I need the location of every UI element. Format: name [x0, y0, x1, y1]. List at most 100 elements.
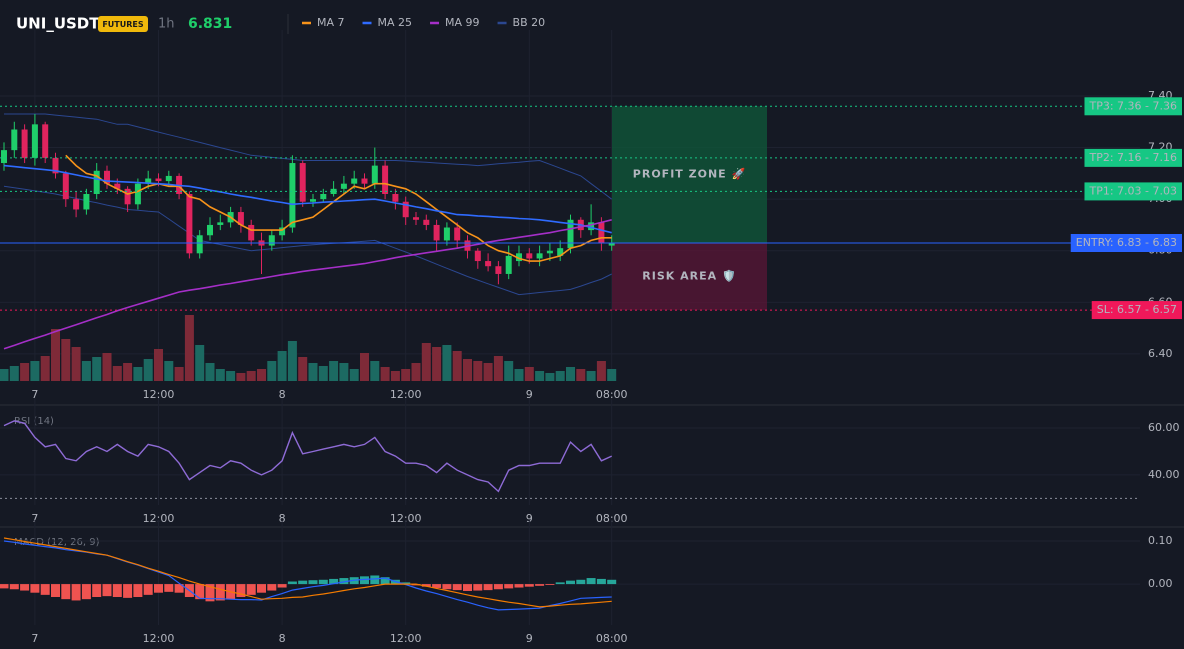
- candle-body: [454, 227, 461, 241]
- histogram-bar: [535, 584, 545, 586]
- histogram-bar: [421, 584, 431, 587]
- histogram-bar: [133, 584, 143, 598]
- symbol: UNI_USDT: [16, 15, 100, 33]
- x-tick-label: 9: [526, 512, 533, 525]
- volume-bar: [236, 373, 246, 381]
- candle-body: [289, 163, 296, 228]
- histogram-bar: [20, 584, 30, 591]
- candle-body: [145, 178, 152, 184]
- candle-body: [598, 222, 605, 244]
- candle-body: [31, 124, 38, 158]
- level-label: TP1: 7.03 - 7.03: [1088, 184, 1177, 197]
- candle-body: [402, 201, 409, 218]
- histogram-bar: [463, 584, 472, 591]
- y-tick-label: 0.00: [1148, 577, 1173, 590]
- volume-bar: [0, 369, 9, 381]
- volume-bar: [555, 371, 565, 381]
- legend-label: BB 20: [513, 16, 546, 29]
- histogram-bar: [586, 578, 596, 585]
- candle-body: [526, 253, 533, 259]
- histogram-bar: [483, 584, 493, 591]
- candle-body: [443, 227, 450, 241]
- volume-bar: [164, 361, 174, 381]
- interval[interactable]: 1h: [158, 17, 175, 32]
- volume-bar: [92, 357, 102, 381]
- candle-body: [52, 157, 59, 174]
- volume-bar: [112, 366, 122, 381]
- histogram-bar: [277, 584, 287, 588]
- histogram-bar: [380, 577, 390, 585]
- volume-bar: [287, 341, 297, 381]
- histogram-bar: [370, 575, 380, 585]
- histogram-bar: [452, 584, 462, 591]
- x-tick-label: 7: [31, 632, 38, 645]
- volume-bar: [102, 353, 112, 381]
- zone: [612, 106, 767, 244]
- candle-body: [268, 235, 275, 246]
- candle-body: [248, 224, 255, 241]
- volume-bar: [483, 363, 493, 381]
- histogram-bar: [246, 584, 256, 595]
- volume-bar: [370, 361, 380, 381]
- candle-body: [186, 193, 193, 254]
- histogram-bar: [257, 584, 266, 593]
- histogram-bar: [205, 584, 215, 602]
- signal-line: [3, 537, 612, 608]
- y-tick-label: 60.00: [1148, 421, 1180, 434]
- histogram-bar: [92, 584, 102, 598]
- moving-average: [3, 164, 612, 234]
- volume-bar: [174, 367, 184, 381]
- volume-bar: [277, 351, 287, 381]
- volume-bar: [308, 363, 318, 381]
- candle-body: [83, 193, 90, 210]
- volume-bar: [349, 369, 359, 381]
- candle-body: [299, 163, 306, 202]
- volume-bar: [20, 363, 30, 381]
- x-tick-label: 9: [526, 388, 533, 401]
- candle-body: [351, 178, 358, 184]
- x-tick-label: 7: [31, 388, 38, 401]
- level-label-bg: [1091, 301, 1182, 320]
- histogram-bar: [432, 584, 442, 588]
- histogram-bar: [102, 584, 112, 597]
- candle-body: [361, 178, 368, 184]
- histogram-bar: [607, 579, 617, 585]
- histogram-bar: [143, 584, 153, 595]
- volume-bar: [9, 366, 19, 381]
- candle-body: [608, 243, 615, 246]
- histogram-bar: [318, 579, 328, 585]
- candle-body: [371, 165, 378, 184]
- candle-body: [155, 178, 162, 182]
- candle-body: [237, 212, 244, 225]
- volume-bar: [30, 361, 40, 381]
- macd-title: MACD (12, 26, 9): [14, 537, 100, 548]
- candle-body: [546, 250, 553, 254]
- level-label-bg: [1084, 182, 1182, 201]
- candle-body: [207, 224, 213, 236]
- histogram-bar: [442, 584, 452, 590]
- x-tick-label: 12:00: [143, 388, 175, 401]
- volume-bar: [360, 353, 369, 381]
- candle-body: [413, 217, 419, 220]
- y-tick-label: 40.00: [1148, 468, 1180, 481]
- badge: FUTURES: [102, 20, 144, 29]
- volume-bar: [81, 361, 91, 381]
- volume-bar: [298, 357, 308, 381]
- candle-body: [320, 193, 327, 200]
- candle-body: [73, 199, 80, 210]
- candle-body: [516, 253, 522, 262]
- histogram-bar: [174, 584, 184, 593]
- candle-body: [392, 193, 399, 202]
- histogram-bar: [9, 584, 19, 590]
- volume-bar: [576, 369, 586, 381]
- volume-bar: [143, 359, 153, 381]
- volume-bar: [452, 351, 462, 381]
- histogram-bar: [195, 584, 205, 600]
- volume-bar: [380, 367, 390, 381]
- x-tick-label: 12:00: [143, 632, 175, 645]
- y-tick-label: 0.10: [1148, 534, 1173, 547]
- histogram-bar: [164, 584, 174, 592]
- x-tick-label: 08:00: [596, 632, 628, 645]
- volume-bar: [566, 367, 575, 381]
